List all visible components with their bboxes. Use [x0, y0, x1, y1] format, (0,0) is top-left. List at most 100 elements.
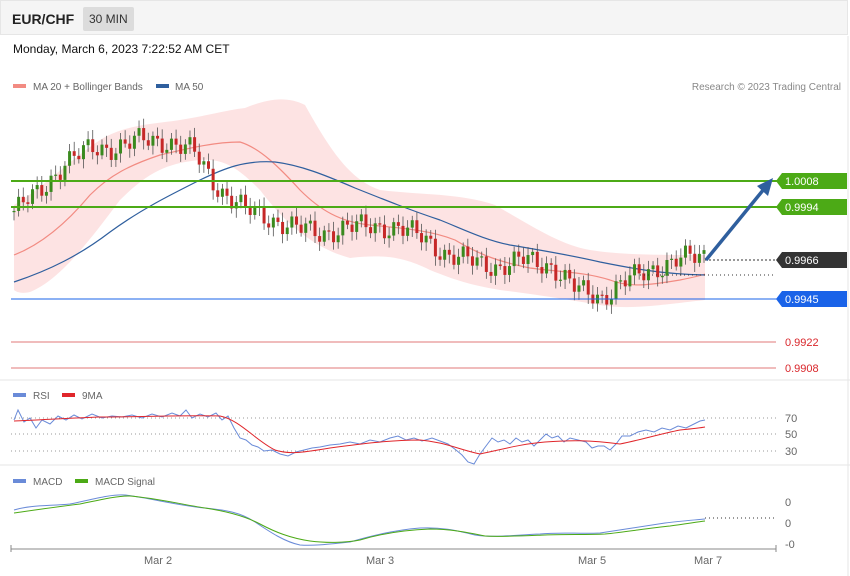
- candle-body: [642, 273, 646, 281]
- candle-body: [697, 253, 701, 263]
- candle-body: [54, 174, 58, 176]
- candle-body: [693, 253, 697, 263]
- candle-body: [494, 264, 498, 276]
- macd-legend-swatch: [13, 479, 26, 483]
- candle-body: [322, 230, 326, 242]
- candle-body: [387, 235, 391, 239]
- candle-body: [114, 153, 118, 160]
- candle-body: [35, 185, 39, 190]
- candle-body: [220, 188, 224, 197]
- candle-body: [281, 221, 285, 235]
- candle-body: [614, 281, 618, 299]
- candle-body: [239, 194, 243, 203]
- candle-body: [234, 202, 238, 209]
- x-axis-label: Mar 2: [144, 555, 172, 567]
- candle-body: [637, 264, 641, 274]
- candle-body: [600, 294, 604, 296]
- candle-body: [508, 266, 512, 275]
- candle-body: [197, 151, 201, 165]
- candle-body: [447, 249, 451, 255]
- candle-body: [230, 195, 234, 209]
- candle-body: [605, 295, 609, 305]
- candle-body: [72, 151, 76, 156]
- candle-body: [410, 220, 414, 228]
- x-axis-label: Mar 7: [694, 555, 722, 567]
- candle-body: [294, 216, 298, 225]
- candle-body: [369, 227, 373, 234]
- candle-body: [267, 223, 271, 228]
- candle-body: [63, 165, 67, 180]
- current-price-label[interactable]: 0.9966: [776, 252, 847, 268]
- candle-body: [651, 265, 655, 270]
- macd-signal-legend-swatch: [75, 479, 88, 483]
- candle-body: [350, 224, 354, 232]
- candle-body: [498, 264, 502, 267]
- rsi-legend-swatch: [13, 393, 26, 397]
- level-label-2[interactable]: 0.9994: [776, 199, 847, 215]
- candle-body: [95, 152, 99, 156]
- candle-body: [216, 190, 220, 197]
- symbol-title: EUR/CHF: [12, 11, 75, 27]
- chart-datetime: Monday, March 6, 2023 7:22:52 AM CET: [13, 42, 230, 56]
- candle-body: [512, 251, 516, 267]
- level-label-text: 0.9994: [785, 202, 819, 214]
- candle-body: [262, 206, 266, 224]
- level-label-1[interactable]: 1.0008: [776, 173, 847, 189]
- candle-body: [44, 191, 48, 196]
- candle-body: [378, 223, 382, 225]
- candle-body: [105, 144, 109, 148]
- candle-body: [137, 128, 141, 136]
- projection-arrow: [704, 187, 766, 262]
- candle-body: [364, 214, 368, 228]
- candle-body: [433, 238, 437, 257]
- candle-body: [535, 251, 539, 268]
- candle-body: [132, 135, 136, 149]
- copyright-text: Research © 2023 Trading Central: [692, 82, 841, 93]
- candle-body: [466, 246, 470, 257]
- macd-level-label: 0: [785, 518, 791, 530]
- candlestick-series: [12, 118, 706, 314]
- macd-level-label: 0: [785, 497, 791, 509]
- candle-body: [526, 255, 530, 264]
- candle-body: [142, 128, 146, 141]
- candle-body: [119, 139, 123, 154]
- candle-body: [146, 140, 150, 146]
- candle-body: [304, 223, 308, 233]
- macd-legend-label: MACD: [33, 477, 62, 488]
- level-label-text: 1.0008: [785, 176, 819, 188]
- candle-body: [248, 206, 252, 215]
- level-label-text: 0.9945: [785, 294, 819, 306]
- candle-body: [156, 135, 160, 139]
- candle-body: [521, 256, 525, 264]
- macd-signal-line: [13, 495, 706, 543]
- candle-body: [206, 161, 210, 169]
- candle-body: [345, 220, 349, 225]
- candle-body: [568, 269, 572, 279]
- candle-body: [271, 217, 275, 228]
- bollinger-band: [14, 99, 705, 308]
- candle-body: [58, 174, 62, 180]
- chart-header: EUR/CHF 30 MIN: [0, 0, 848, 35]
- candle-body: [341, 220, 345, 236]
- ma50-legend-swatch: [156, 84, 169, 88]
- candle-body: [179, 144, 183, 154]
- candle-body: [660, 275, 664, 278]
- candle-body: [577, 285, 581, 292]
- candle-body: [12, 210, 16, 213]
- projection-arrow-head: [757, 178, 773, 196]
- timeframe-badge[interactable]: 30 MIN: [83, 7, 134, 31]
- macd-signal-legend-label: MACD Signal: [95, 477, 155, 488]
- candle-body: [586, 280, 590, 295]
- candle-body: [452, 254, 456, 265]
- pivot-label[interactable]: 0.9945: [776, 291, 847, 307]
- candle-body: [670, 258, 674, 260]
- candle-body: [40, 185, 44, 196]
- candle-body: [457, 256, 461, 265]
- candle-body: [49, 175, 53, 192]
- candle-body: [86, 139, 90, 146]
- candle-body: [327, 230, 331, 232]
- candle-body: [355, 221, 359, 232]
- ma50-line: [13, 161, 706, 283]
- candle-body: [572, 278, 576, 292]
- rsi-ma-line: [13, 415, 706, 455]
